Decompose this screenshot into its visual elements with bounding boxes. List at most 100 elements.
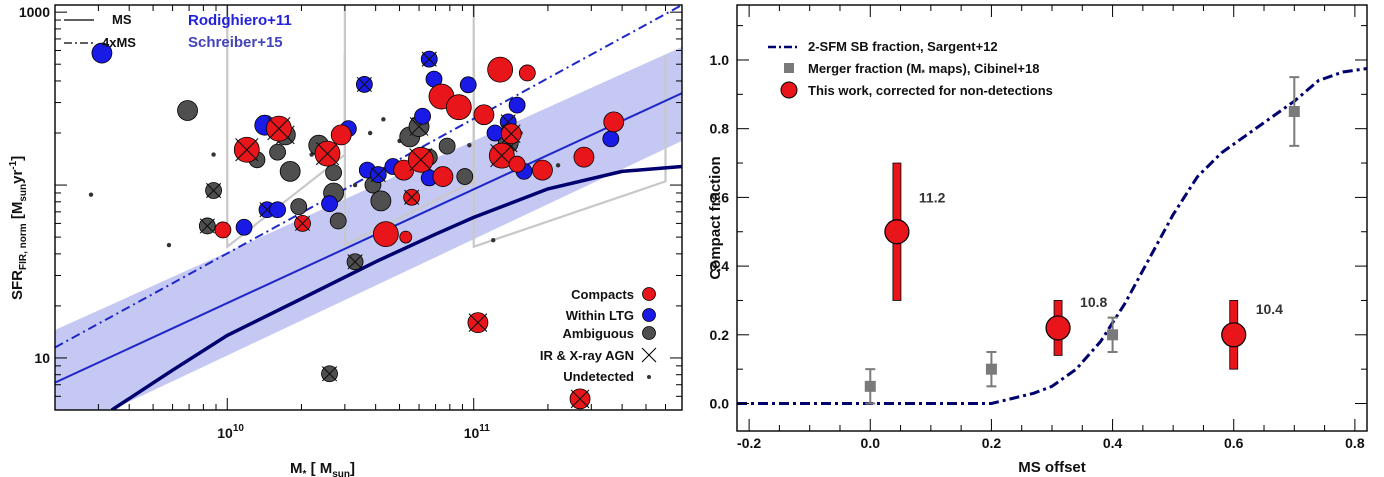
left-y-tick-label-0: 10 — [34, 350, 50, 366]
agn-cross-41-b — [421, 51, 437, 67]
legend-within-ltg-marker — [642, 308, 656, 322]
legend-4xms-label: 4xMS — [102, 35, 136, 50]
this-work-label-1: 10.8 — [1080, 294, 1107, 310]
agn-cross-30-b — [370, 166, 386, 183]
galaxy-point-52 — [487, 56, 514, 83]
galaxy-point-12 — [279, 160, 301, 182]
left-plot-frame — [54, 4, 683, 411]
galaxy-point-29 — [370, 190, 392, 212]
right-x-tick-label-4: 0.6 — [1224, 435, 1244, 451]
left-y-axis-title: SFRFIR, norm [Msunyr-1] — [8, 156, 29, 300]
legend-compacts-label: Compacts — [571, 287, 634, 302]
galaxy-point-11 — [269, 143, 286, 161]
right-x-axis-title: MS offset — [1018, 459, 1086, 476]
left-symbol-legend: Compacts Within LTG Ambiguous IR & X-ray… — [540, 287, 657, 384]
this-work-label-0: 11.2 — [919, 189, 946, 205]
agn-cross-25-b — [347, 254, 363, 270]
agn-cross-6-b — [235, 138, 259, 162]
left-y-tick-label-1: 1000 — [19, 4, 50, 20]
x-title-m: M — [290, 460, 303, 477]
ms-relation-line — [55, 92, 682, 384]
left-x-tick-label-0: 1010 — [217, 423, 244, 441]
undetected-point-8 — [467, 143, 472, 148]
reference-rodighiero: Rodighiero+11 — [188, 12, 292, 29]
sb-fraction-curve — [737, 67, 1367, 406]
galaxy-point-34 — [399, 230, 413, 244]
undetected-point-9 — [491, 237, 496, 243]
galaxy-point-48 — [459, 76, 477, 94]
galaxy-point-46 — [445, 94, 472, 121]
galaxy-point-63 — [603, 111, 625, 133]
galaxy-point-38 — [414, 107, 431, 125]
galaxy-point-50 — [473, 104, 495, 126]
galaxy-point-19 — [325, 164, 342, 182]
reference-schreiber: Schreiber+15 — [188, 34, 283, 51]
legend-undetected-marker — [647, 375, 651, 379]
legend-merger-marker — [784, 63, 794, 73]
agn-cross-55-b — [501, 124, 521, 144]
legend-this-work-label: This work, corrected for non-detections — [808, 83, 1053, 98]
ms-scatter-band — [55, 46, 682, 410]
galaxy-point-23 — [330, 124, 352, 146]
left-x-tick-label-1: 1011 — [464, 423, 491, 441]
merger-point-1 — [985, 363, 997, 375]
legend-merger-label: Merger fraction (M* maps), Cibinel+18 — [808, 61, 1039, 78]
legend-ms-label: MS — [112, 12, 132, 27]
galaxy-point-21 — [329, 212, 347, 230]
galaxy-point-4 — [214, 221, 232, 239]
galaxy-point-31 — [372, 221, 399, 248]
galaxy-point-14 — [269, 201, 286, 219]
merger-point-0 — [864, 380, 876, 392]
agn-cross-40-b — [409, 148, 433, 172]
right-y-tick-label-3: 0.6 — [710, 189, 730, 205]
left-panel-sfr-vs-mass: 1010 1011 10 1000 MS 4xMS Rodighiero+11 Sch… — [8, 4, 683, 477]
this-work-label-2: 10.4 — [1256, 301, 1283, 317]
agn-cross-18-b — [315, 141, 340, 166]
left-x-axis-title: M* [ Msun] — [290, 460, 355, 477]
galaxy-point-60 — [518, 64, 536, 82]
right-y-tick-label-1: 0.2 — [710, 327, 730, 343]
right-x-tick-label-1: 0.0 — [861, 435, 881, 451]
right-y-tick-label-2: 0.4 — [710, 258, 730, 274]
right-x-tick-label-0: -0.2 — [737, 435, 761, 451]
galaxy-point-45 — [438, 137, 456, 155]
agn-cross-16-b — [294, 215, 311, 232]
galaxy-point-57 — [508, 96, 526, 114]
legend-undetected-label: Undetected — [563, 369, 634, 384]
svg-text:SFRFIR, norm [Msunyr-1]: SFRFIR, norm [Msunyr-1] — [8, 156, 29, 300]
galaxy-point-61 — [532, 159, 553, 181]
right-y-tick-label-5: 1.0 — [710, 52, 730, 68]
galaxy-point-58 — [508, 155, 526, 173]
legend-compacts-marker — [642, 287, 656, 301]
undetected-point-6 — [381, 117, 386, 122]
galaxy-point-5 — [235, 218, 253, 236]
this-work-point-1 — [1045, 315, 1071, 341]
galaxy-point-15 — [290, 198, 308, 216]
left-line-legend: MS 4xMS Rodighiero+11 Schreiber+15 — [64, 12, 292, 51]
merger-point-2 — [1107, 329, 1119, 341]
galaxy-point-51 — [486, 124, 504, 142]
galaxy-point-47 — [456, 168, 474, 185]
agn-cross-49-b — [468, 313, 488, 333]
agn-cross-35-b — [404, 189, 420, 205]
galaxy-point-62 — [573, 146, 595, 168]
agn-cross-53-b — [490, 143, 514, 168]
undetected-point-1 — [166, 242, 172, 248]
legend-within-ltg-label: Within LTG — [566, 308, 634, 323]
this-work-point-2 — [1221, 322, 1247, 348]
galaxy-point-64 — [602, 130, 620, 148]
right-legend: 2-SFM SB fraction, Sargent+12 Merger fra… — [768, 39, 1053, 99]
agn-cross-26-b — [356, 76, 372, 93]
right-x-tick-label-3: 0.4 — [1103, 435, 1123, 451]
four-ms-relation-line — [55, 5, 682, 349]
right-y-tick-label-0: 0.0 — [710, 396, 730, 412]
galaxy-point-0 — [91, 42, 113, 64]
svg-text:M* [ Msun]: M* [ Msun] — [290, 460, 355, 477]
legend-this-work-marker — [780, 81, 798, 99]
right-x-tick-label-2: 0.2 — [982, 435, 1002, 451]
legend-agn-marker — [641, 347, 657, 363]
legend-agn-label: IR & X-ray AGN — [540, 348, 634, 363]
undetected-point-13 — [211, 152, 216, 157]
agn-cross-66-b — [321, 366, 338, 382]
galaxy-point-1 — [177, 100, 198, 121]
